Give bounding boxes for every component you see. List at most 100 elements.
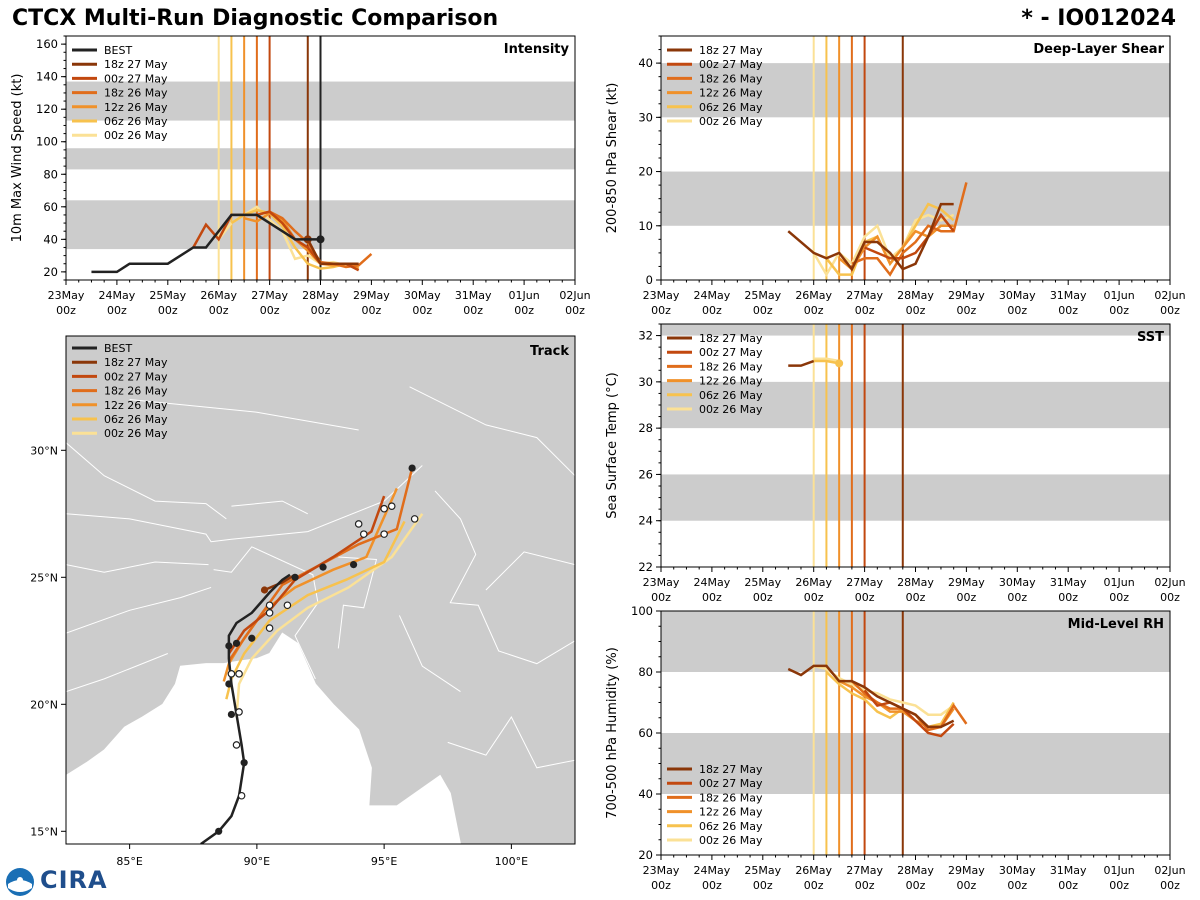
sst-xtick-date: 23May	[643, 576, 680, 589]
sst-ytick-label: 24	[638, 514, 653, 528]
track-point-open	[283, 601, 292, 610]
track-point-open	[232, 741, 241, 749]
sst-legend-label: 12z 26 May	[699, 375, 763, 388]
track-legend-label: 00z 26 May	[104, 427, 168, 440]
intensity-ytick-label: 120	[36, 102, 58, 116]
rh-series-12z-26-May	[838, 680, 955, 729]
shear-xtick-date: 23May	[643, 289, 680, 302]
track-point-filled	[291, 573, 299, 581]
track-point-filled	[240, 759, 248, 767]
track-legend-label: 18z 27 May	[104, 356, 168, 369]
rh-xtick-date: 26May	[795, 864, 832, 877]
shear-ytick-label: 20	[638, 165, 653, 179]
track-xtick-label: 100°E	[495, 855, 528, 868]
sst-band-1	[661, 381, 1170, 429]
shear-legend-label: 18z 27 May	[699, 44, 763, 57]
track-point-filled	[319, 563, 327, 571]
rh-ytick-label: 60	[638, 726, 653, 740]
intensity-xtick-date: 01Jun	[509, 289, 540, 302]
intensity-ytick-label: 20	[43, 265, 58, 279]
shear-series-00z-27-May	[864, 212, 955, 260]
track-legend-label: BEST	[104, 342, 132, 355]
track-point-open	[380, 504, 388, 513]
rh-band-0	[661, 733, 1170, 794]
rh-xtick-date: 23May	[643, 864, 680, 877]
rh-xtick-hour: 00z	[1058, 879, 1078, 892]
intensity-xtick-date: 23May	[48, 289, 85, 302]
track-point-filled	[227, 710, 236, 719]
track-panel: 85°E 90°E 95°E 100°E 15°N 20°N 25°N 30°N Track BE…	[30, 335, 576, 868]
track-18z-27-May	[264, 573, 296, 592]
shear-xtick-date: 24May	[694, 289, 731, 302]
intensity-xtick-date: 24May	[99, 289, 136, 302]
intensity-xtick-date: 28May	[302, 289, 339, 302]
rh-xtick-date: 31May	[1050, 864, 1087, 877]
track-point-filled	[349, 561, 358, 569]
rh-ytick-label: 40	[638, 787, 653, 801]
rh-xtick-hour: 00z	[804, 879, 824, 892]
sst-ytick-label: 22	[638, 560, 653, 574]
shear-xtick-hour: 00z	[906, 304, 926, 317]
sst-series-18z-27-May	[788, 359, 815, 367]
sst-xtick-date: 29May	[948, 576, 985, 589]
shear-legend-label: 00z 27 May	[699, 58, 763, 71]
track-legend-label: 00z 27 May	[104, 370, 168, 383]
shear-xtick-date: 27May	[846, 289, 883, 302]
noaa-bird-icon	[17, 877, 23, 883]
intensity-legend-label: 06z 26 May	[104, 115, 168, 128]
rh-xtick-date: 24May	[694, 864, 731, 877]
rh-panel: 20 40 60 80 100 23May 00z 24May 00z 25May 00z 26May…	[605, 604, 1186, 892]
intensity-xtick-hour: 00z	[209, 304, 229, 317]
track-point-filled	[260, 586, 269, 594]
shear-xtick-date: 01Jun	[1104, 289, 1135, 302]
map-border-0	[66, 465, 423, 543]
intensity-legend-label: 18z 26 May	[104, 87, 168, 100]
sst-legend-label: 18z 27 May	[699, 332, 763, 345]
track-point-open	[235, 670, 243, 678]
sst-ytick-label: 30	[638, 375, 653, 389]
sst-ylabel: Sea Surface Temp (°C)	[605, 372, 620, 519]
shear-panel: 0 10 20 30 40 23May 00z 24May 00z 25May 00z 26May 00…	[605, 35, 1186, 317]
intensity-ytick-label: 60	[43, 200, 58, 214]
rh-xtick-hour: 00z	[1109, 879, 1129, 892]
map-border-2	[66, 442, 227, 520]
intensity-xtick-date: 31May	[455, 289, 492, 302]
map-border-10	[409, 386, 575, 477]
sst-legend-label: 00z 27 May	[699, 346, 763, 359]
rh-xtick-hour: 00z	[651, 879, 671, 892]
shear-xtick-date: 26May	[795, 289, 832, 302]
rh-series-00z-27-May	[863, 689, 955, 738]
map-border-13	[398, 615, 461, 693]
shear-xtick-hour: 00z	[957, 304, 977, 317]
shear-legend-label: 06z 26 May	[699, 101, 763, 114]
shear-legend-label: 00z 26 May	[699, 115, 763, 128]
sst-xtick-hour: 00z	[855, 591, 875, 604]
sst-xtick-date: 24May	[694, 576, 731, 589]
rh-series-00z-26-May	[813, 664, 955, 716]
track-point-open	[410, 515, 419, 523]
sst-xtick-hour: 00z	[957, 591, 977, 604]
shear-xtick-hour: 00z	[753, 304, 773, 317]
intensity-ytick-label: 100	[36, 135, 58, 149]
shear-legend-label: 18z 26 May	[699, 72, 763, 85]
page-title: CTCX Multi-Run Diagnostic Comparison	[12, 6, 499, 31]
rh-xtick-date: 29May	[948, 864, 985, 877]
intensity-title: Intensity	[504, 42, 570, 57]
intensity-xtick-hour: 00z	[56, 304, 76, 317]
shear-xtick-hour: 00z	[1160, 304, 1180, 317]
intensity-legend-label: 18z 27 May	[104, 58, 168, 71]
intensity-xtick-date: 27May	[251, 289, 288, 302]
track-legend-label: 12z 26 May	[104, 399, 168, 412]
shear-ytick-label: 40	[638, 56, 653, 70]
sst-legend-label: 18z 26 May	[699, 360, 763, 373]
rh-xtick-hour: 00z	[957, 879, 977, 892]
map-border-3	[231, 500, 308, 515]
intensity-xtick-date: 30May	[404, 289, 441, 302]
noaa-wave-icon	[8, 880, 32, 892]
rh-xtick-date: 27May	[846, 864, 883, 877]
shear-xtick-date: 25May	[744, 289, 781, 302]
shear-legend-label: 12z 26 May	[699, 87, 763, 100]
